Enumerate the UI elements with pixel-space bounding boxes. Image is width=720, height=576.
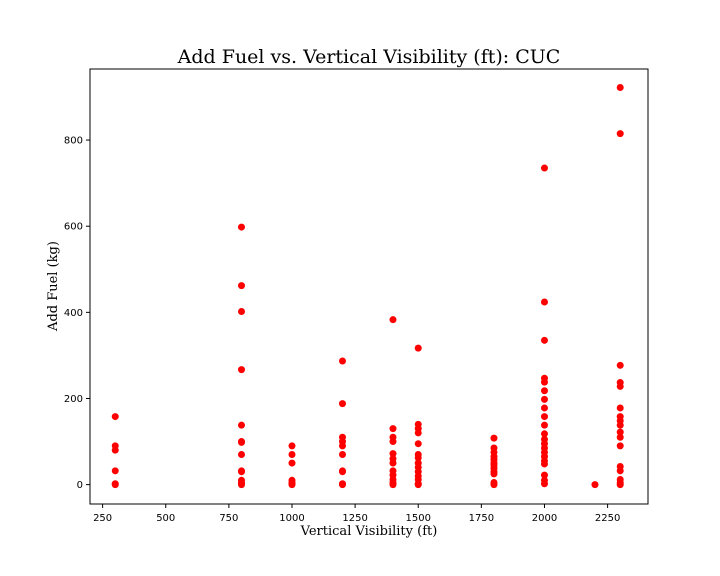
x-tick-label: 1250 [342, 513, 367, 524]
data-point [616, 404, 624, 412]
data-point [338, 442, 346, 450]
chart-title: Add Fuel vs. Vertical Visibility (ft): C… [177, 46, 561, 68]
data-point [616, 428, 624, 436]
x-tick-label: 2250 [595, 513, 620, 524]
data-point [237, 468, 245, 476]
data-point [414, 429, 422, 437]
data-point [616, 467, 624, 475]
y-tick-label: 0 [77, 480, 83, 491]
data-point [389, 450, 397, 458]
data-point [540, 298, 548, 306]
data-point [111, 467, 119, 475]
data-point [237, 223, 245, 231]
data-point [591, 481, 599, 489]
data-point [237, 282, 245, 290]
data-point [490, 481, 498, 489]
data-point [540, 378, 548, 386]
data-point [540, 395, 548, 403]
data-point [237, 438, 245, 446]
data-point [414, 440, 422, 448]
data-point [616, 442, 624, 450]
data-point [414, 344, 422, 352]
data-point [288, 459, 296, 467]
data-points [111, 84, 624, 489]
x-tick-label: 1750 [469, 513, 494, 524]
data-point [616, 361, 624, 369]
data-point [540, 480, 548, 488]
x-axis: 250 500 750 1000 1250 1500 1750 2000 2250 [93, 504, 620, 524]
data-point [237, 481, 245, 489]
x-tick-label: 750 [219, 513, 238, 524]
x-tick-label: 500 [156, 513, 175, 524]
data-point [389, 425, 397, 433]
data-point [338, 481, 346, 489]
data-point [389, 481, 397, 489]
data-point [540, 430, 548, 438]
data-point [338, 468, 346, 476]
x-tick-label: 2000 [532, 513, 557, 524]
x-axis-label: Vertical Visibility (ft) [300, 524, 438, 539]
data-point [540, 336, 548, 344]
data-point [540, 413, 548, 421]
y-tick-label: 200 [64, 394, 83, 405]
data-point [111, 481, 119, 489]
data-point [288, 450, 296, 458]
data-point [540, 421, 548, 429]
data-point [616, 130, 624, 138]
data-point [490, 470, 498, 478]
data-point [540, 471, 548, 479]
y-tick-label: 800 [64, 136, 83, 147]
data-point [540, 460, 548, 468]
data-point [237, 450, 245, 458]
y-tick-label: 400 [64, 308, 83, 319]
data-point [288, 481, 296, 489]
data-point [389, 316, 397, 324]
data-point [389, 438, 397, 446]
data-point [338, 357, 346, 365]
x-tick-label: 1500 [406, 513, 431, 524]
y-axis: 0 200 400 600 800 [64, 136, 90, 491]
x-tick-label: 250 [93, 513, 112, 524]
data-point [490, 434, 498, 442]
data-point [616, 84, 624, 92]
data-point [338, 450, 346, 458]
data-point [237, 366, 245, 374]
data-point [111, 446, 119, 454]
data-point [616, 481, 624, 489]
data-point [288, 442, 296, 450]
x-tick-label: 1000 [279, 513, 304, 524]
data-point [111, 413, 119, 421]
data-point [414, 454, 422, 462]
data-point [389, 459, 397, 467]
plot-frame [89, 68, 649, 505]
data-point [540, 164, 548, 172]
data-point [616, 433, 624, 441]
y-tick-label: 600 [64, 222, 83, 233]
data-point [616, 382, 624, 390]
data-point [616, 421, 624, 429]
data-point [414, 481, 422, 489]
data-point [338, 400, 346, 408]
data-point [540, 387, 548, 395]
data-point [237, 307, 245, 315]
y-axis-label: Add Fuel (kg) [46, 241, 61, 332]
data-point [540, 404, 548, 412]
data-point [237, 421, 245, 429]
